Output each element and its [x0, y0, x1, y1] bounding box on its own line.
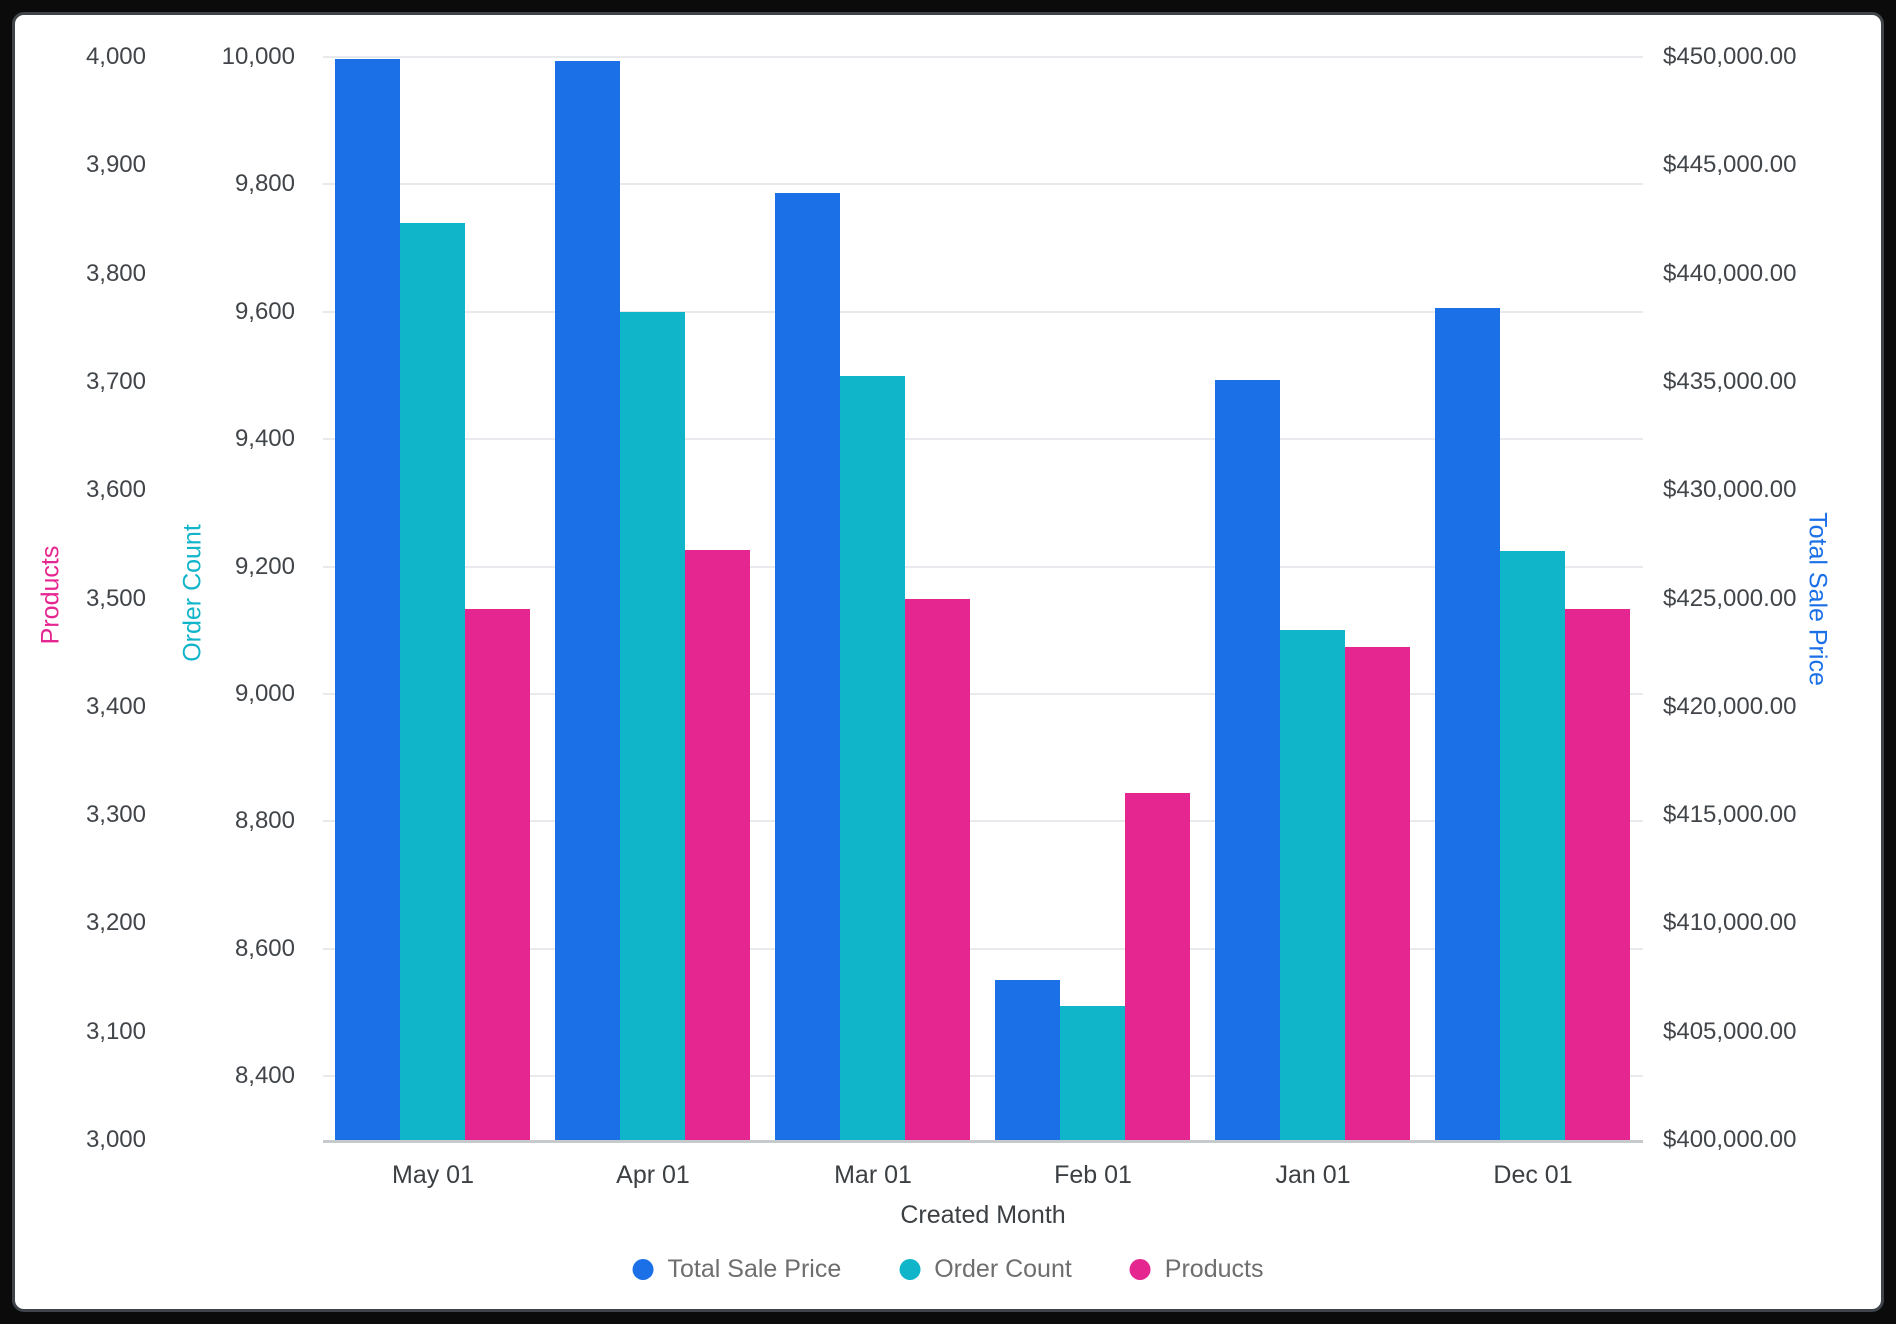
- gridline-8,400: [323, 1075, 1643, 1078]
- bar-order-count-jan-01[interactable]: [1280, 630, 1345, 1140]
- tick-products-3800: 3,800: [85, 259, 146, 287]
- tick-products-3400: 3,400: [85, 692, 146, 720]
- gridline-10,000: [323, 56, 1643, 58]
- bar-total-sale-price-apr-01[interactable]: [555, 61, 620, 1140]
- x-axis-title: Created Month: [900, 1201, 1066, 1229]
- bar-total-sale-price-jan-01[interactable]: [1215, 379, 1280, 1140]
- tick-order-8800: 8,800: [234, 807, 295, 835]
- plot-area: [323, 56, 1643, 1143]
- tick-price-450000: $450,000.00: [1663, 43, 1797, 70]
- tick-price-440000: $440,000.00: [1663, 259, 1797, 287]
- gridline-9,800: [323, 183, 1643, 186]
- tick-products-3200: 3,200: [85, 909, 146, 937]
- x-tick-may-01: May 01: [392, 1161, 474, 1189]
- tick-order-9800: 9,800: [234, 170, 295, 198]
- bar-total-sale-price-feb-01[interactable]: [995, 979, 1060, 1140]
- tick-order-10000: 10,000: [221, 43, 295, 70]
- gridline-9,000: [323, 693, 1643, 696]
- bar-order-count-feb-01[interactable]: [1060, 1006, 1125, 1140]
- legend-dot-icon-total-sale-price: [632, 1259, 654, 1280]
- x-tick-feb-01: Feb 01: [1054, 1161, 1132, 1189]
- tick-products-3700: 3,700: [85, 367, 146, 395]
- tick-products-3600: 3,600: [85, 476, 146, 504]
- x-tick-mar-01: Mar 01: [834, 1161, 912, 1189]
- bar-products-may-01[interactable]: [465, 609, 530, 1140]
- bar-products-apr-01[interactable]: [685, 549, 750, 1140]
- x-axis-line: [323, 1140, 1643, 1143]
- gridline-9,200: [323, 565, 1643, 568]
- tick-price-430000: $430,000.00: [1663, 476, 1797, 504]
- bar-total-sale-price-may-01[interactable]: [335, 59, 400, 1140]
- bar-order-count-mar-01[interactable]: [840, 375, 905, 1140]
- tick-price-420000: $420,000.00: [1663, 692, 1797, 720]
- tick-order-9200: 9,200: [234, 552, 295, 580]
- tick-products-3000: 3,000: [85, 1126, 146, 1153]
- gridline-9,400: [323, 438, 1643, 441]
- legend-item-order-count[interactable]: Order Count: [899, 1255, 1072, 1284]
- tick-price-415000: $415,000.00: [1663, 801, 1797, 829]
- gridline-8,600: [323, 947, 1643, 950]
- bar-order-count-apr-01[interactable]: [620, 311, 685, 1140]
- x-tick-jan-01: Jan 01: [1275, 1161, 1351, 1189]
- legend-item-total-sale-price[interactable]: Total Sale Price: [632, 1255, 842, 1284]
- bar-products-mar-01[interactable]: [905, 598, 970, 1140]
- legend-label-order-count: Order Count: [934, 1255, 1072, 1283]
- tick-order-8600: 8,600: [234, 934, 295, 962]
- x-tick-apr-01: Apr 01: [616, 1161, 690, 1189]
- legend-item-products[interactable]: Products: [1129, 1255, 1264, 1284]
- tick-price-400000: $400,000.00: [1663, 1126, 1797, 1153]
- tick-products-3100: 3,100: [85, 1017, 146, 1045]
- legend: Total Sale Price Order Count Products: [632, 1255, 1264, 1284]
- tick-order-8400: 8,400: [234, 1062, 295, 1090]
- tick-price-435000: $435,000.00: [1663, 367, 1797, 395]
- legend-label-total-sale-price: Total Sale Price: [667, 1255, 842, 1283]
- legend-label-products: Products: [1164, 1255, 1264, 1283]
- tick-products-3500: 3,500: [85, 584, 146, 612]
- x-tick-dec-01: Dec 01: [1493, 1161, 1573, 1189]
- tick-order-9000: 9,000: [234, 680, 295, 708]
- tick-price-445000: $445,000.00: [1663, 151, 1797, 179]
- tick-order-9400: 9,400: [234, 425, 295, 453]
- bar-products-feb-01[interactable]: [1125, 793, 1190, 1140]
- tick-price-410000: $410,000.00: [1663, 909, 1797, 937]
- y-axis-title-order-count: Order Count: [178, 524, 207, 662]
- tick-products-4000: 4,000: [85, 43, 146, 70]
- legend-dot-icon-order-count: [899, 1259, 921, 1280]
- chart-card: Products Order Count Total Sale Price 3,…: [12, 12, 1884, 1312]
- gridline-8,800: [323, 820, 1643, 823]
- gridline-9,600: [323, 310, 1643, 313]
- legend-dot-icon-products: [1129, 1259, 1151, 1280]
- tick-products-3900: 3,900: [85, 151, 146, 179]
- bar-total-sale-price-mar-01[interactable]: [775, 193, 840, 1140]
- tick-price-425000: $425,000.00: [1663, 584, 1797, 612]
- tick-products-3300: 3,300: [85, 801, 146, 829]
- bar-products-dec-01[interactable]: [1565, 609, 1630, 1140]
- bar-order-count-may-01[interactable]: [400, 222, 465, 1140]
- bar-order-count-dec-01[interactable]: [1500, 550, 1565, 1140]
- bar-total-sale-price-dec-01[interactable]: [1435, 308, 1500, 1140]
- tick-price-405000: $405,000.00: [1663, 1017, 1797, 1045]
- bar-products-jan-01[interactable]: [1345, 647, 1410, 1140]
- tick-order-9600: 9,600: [234, 297, 295, 325]
